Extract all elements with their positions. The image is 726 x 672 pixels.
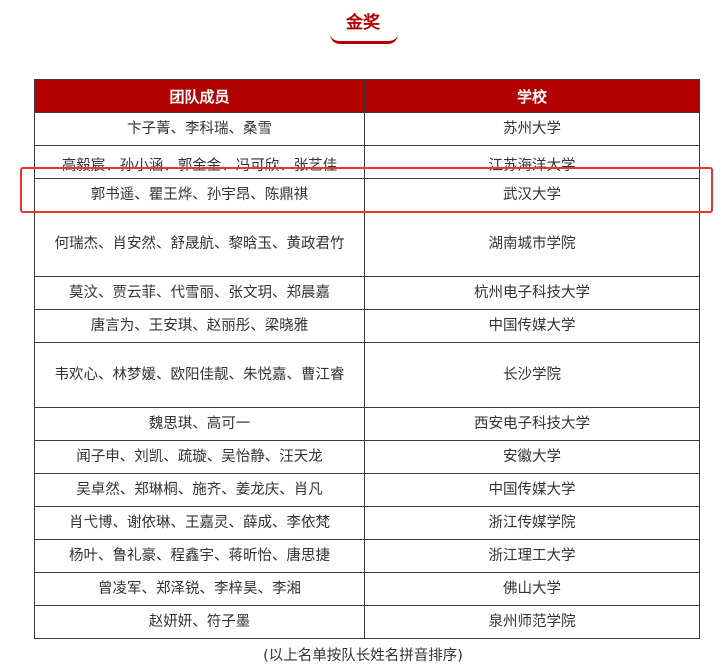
table-row: 吴卓然、郑琳桐、施齐、姜龙庆、肖凡 中国传媒大学 (34, 473, 700, 507)
table-row: 曾凌军、郑泽锐、李梓昊、李湘 佛山大学 (34, 572, 700, 606)
school-cell: 中国传媒大学 (364, 473, 700, 507)
members-cell: 莫汶、贾云菲、代雪丽、张文玥、郑晨嘉 (34, 276, 365, 310)
school-cell: 安徽大学 (364, 440, 700, 474)
footer-note: (以上名单按队长姓名拼音排序) (263, 648, 463, 664)
members-text: 高毅宸、孙小涵、郭金金、冯可欣、张艺佳 (61, 158, 338, 174)
header-school: 学校 (364, 79, 700, 113)
members-cell: 卞子菁、李科瑞、桑雪 (34, 112, 365, 146)
table-row: 魏思琪、高可一 西安电子科技大学 (34, 407, 700, 441)
table-row: 韦欢心、林梦媛、欧阳佳靓、朱悦嘉、曹江睿 长沙学院 (34, 342, 700, 408)
members-cell: 闻子申、刘凯、疏璇、吴怡静、汪天龙 (34, 440, 365, 474)
award-table: 团队成员 学校 卞子菁、李科瑞、桑雪 苏州大学 高毅宸、孙小涵、郭金金、冯可欣、张… (34, 79, 700, 639)
table-row-highlighted: 郭书遥、瞿王烨、孙宇昂、陈鼎祺 武汉大学 (34, 178, 700, 212)
header-members: 团队成员 (34, 79, 365, 113)
members-cell: 魏思琪、高可一 (34, 407, 365, 441)
table-row: 何瑞杰、肖安然、舒晟航、黎晗玉、黄政君竹 湖南城市学院 (34, 211, 700, 277)
members-cell: 韦欢心、林梦媛、欧阳佳靓、朱悦嘉、曹江睿 (34, 342, 365, 408)
school-cell: 武汉大学 (364, 178, 700, 212)
members-cell: 高毅宸、孙小涵、郭金金、冯可欣、张艺佳 (34, 145, 365, 179)
school-cell: 长沙学院 (364, 342, 700, 408)
table-row: 杨叶、鲁礼豪、程鑫宇、蒋昕怡、唐思捷 浙江理工大学 (34, 539, 700, 573)
section-title: 金奖 (346, 13, 380, 33)
school-cell: 西安电子科技大学 (364, 407, 700, 441)
school-cell: 苏州大学 (364, 112, 700, 146)
school-cell: 杭州电子科技大学 (364, 276, 700, 310)
members-cell: 唐言为、王安琪、赵丽彤、梁晓雅 (34, 309, 365, 343)
school-cell: 浙江理工大学 (364, 539, 700, 573)
members-cell: 郭书遥、瞿王烨、孙宇昂、陈鼎祺 (34, 178, 365, 212)
school-cell: 泉州师范学院 (364, 605, 700, 639)
table-row: 肖弋博、谢依琳、王嘉灵、薛成、李依梵 浙江传媒学院 (34, 506, 700, 540)
members-cell: 吴卓然、郑琳桐、施齐、姜龙庆、肖凡 (34, 473, 365, 507)
school-cell: 浙江传媒学院 (364, 506, 700, 540)
table-row: 莫汶、贾云菲、代雪丽、张文玥、郑晨嘉 杭州电子科技大学 (34, 276, 700, 310)
school-text: 江苏海洋大学 (488, 158, 576, 174)
school-cell: 江苏海洋大学 (364, 145, 700, 179)
school-cell: 湖南城市学院 (364, 211, 700, 277)
school-cell: 中国传媒大学 (364, 309, 700, 343)
members-cell: 肖弋博、谢依琳、王嘉灵、薛成、李依梵 (34, 506, 365, 540)
members-cell: 赵妍妍、符子墨 (34, 605, 365, 639)
table-row: 闻子申、刘凯、疏璇、吴怡静、汪天龙 安徽大学 (34, 440, 700, 474)
table-row: 高毅宸、孙小涵、郭金金、冯可欣、张艺佳 江苏海洋大学 (34, 145, 700, 179)
table-row: 赵妍妍、符子墨 泉州师范学院 (34, 605, 700, 639)
members-cell: 曾凌军、郑泽锐、李梓昊、李湘 (34, 572, 365, 606)
school-cell: 佛山大学 (364, 572, 700, 606)
table-row: 唐言为、王安琪、赵丽彤、梁晓雅 中国传媒大学 (34, 309, 700, 343)
table-header: 团队成员 学校 (34, 79, 700, 113)
table-row: 卞子菁、李科瑞、桑雪 苏州大学 (34, 112, 700, 146)
title-underline (330, 34, 398, 44)
members-cell: 何瑞杰、肖安然、舒晟航、黎晗玉、黄政君竹 (34, 211, 365, 277)
members-cell: 杨叶、鲁礼豪、程鑫宇、蒋昕怡、唐思捷 (34, 539, 365, 573)
